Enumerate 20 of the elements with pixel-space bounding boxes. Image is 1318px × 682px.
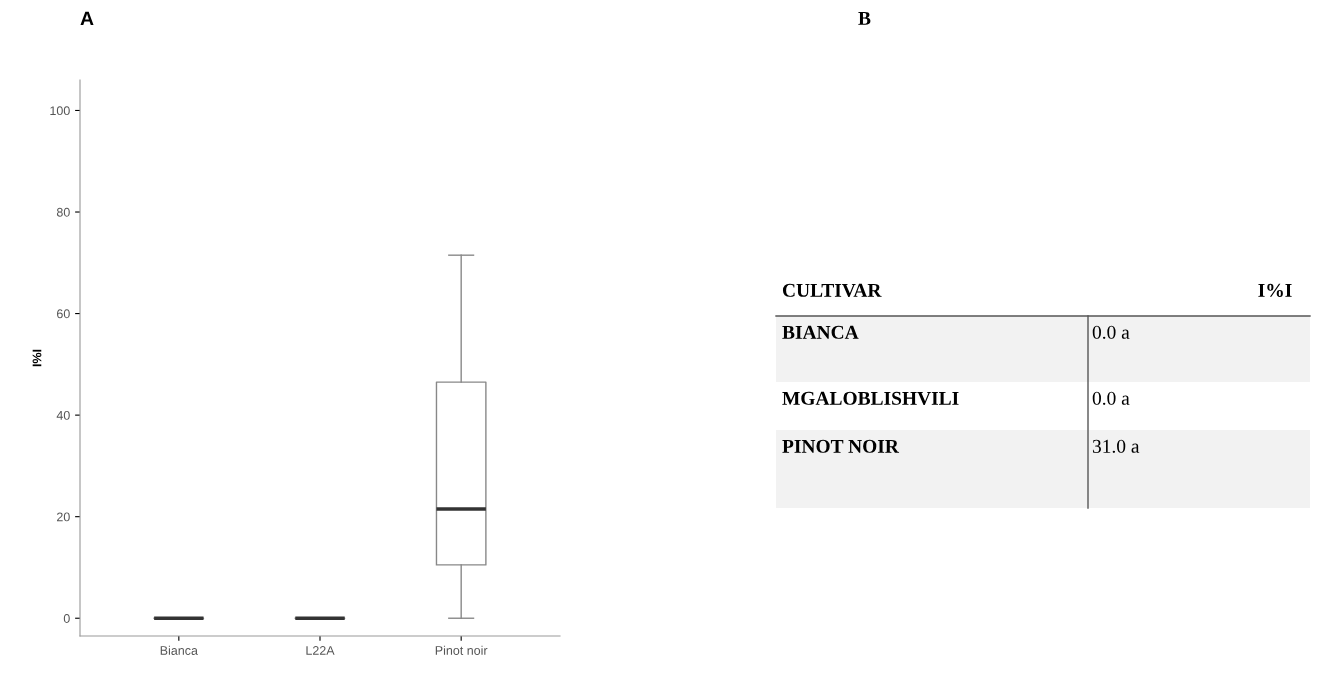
x-tick-label: L22A (306, 646, 335, 655)
category-label: BIANCA (782, 325, 859, 339)
text: A (80, 11, 94, 26)
y-tick-label: 40 (56, 410, 70, 420)
category-label: MGALOBLISHVILI (782, 391, 959, 405)
text: B (858, 11, 871, 25)
x-tick-label: Bianca (160, 645, 198, 655)
category-label: PINOT NOIR (782, 439, 900, 453)
y-tick-label: 60 (57, 309, 70, 319)
y-tick-label: 80 (56, 207, 70, 217)
y-tick-label: 100 (50, 106, 70, 116)
y-tick-label: 20 (57, 512, 70, 522)
text: 31.0 a (1092, 439, 1140, 453)
text: CULTIVAR (782, 283, 882, 297)
category-label: I%I (1258, 283, 1292, 297)
text: 0.0 a (1092, 325, 1130, 339)
y-axis-title: I%I (32, 349, 42, 367)
x-tick-label: Pinot noir (435, 645, 488, 655)
text: 0.0 a (1092, 391, 1130, 405)
y-tick-label: 0 (63, 614, 70, 623)
